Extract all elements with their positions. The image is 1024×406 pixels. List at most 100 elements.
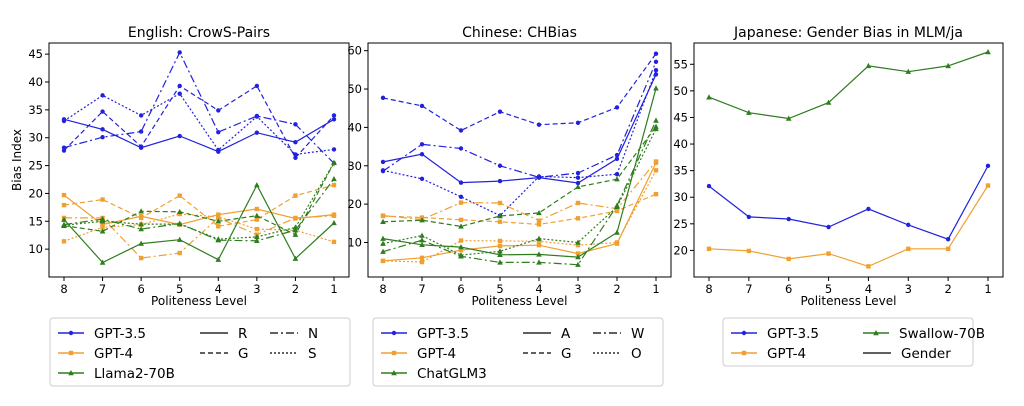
series-line [382,128,657,256]
marker-triangle [536,235,542,241]
marker-triangle [614,203,620,209]
marker-circle [216,108,221,113]
marker-circle [216,147,221,153]
marker-triangle [331,175,337,182]
series-gpt-3-5-w [380,59,659,180]
legend-entry-gpt-3-5 [58,330,84,336]
marker-circle [138,113,144,118]
series-line [63,162,335,240]
marker-triangle [138,208,144,214]
marker-triangle [138,221,144,227]
legend-label: GPT-4 [94,346,133,362]
x-tick-label: 5 [176,282,183,296]
marker-square [536,218,542,223]
y-tick-label: 40 [28,75,43,89]
marker-circle [458,194,464,200]
marker-circle [575,180,581,186]
x-tick-label: 1 [652,282,659,296]
marker-circle [391,330,397,336]
legend-box [372,317,664,387]
marker-circle [826,224,831,230]
legend-label: GPT-3.5 [767,326,819,342]
x-tick-label: 4 [865,282,872,296]
marker-square [216,214,221,220]
marker-circle [746,214,752,220]
y-tick-label: 30 [347,159,362,173]
marker-triangle [653,117,659,123]
marker-triangle [138,240,144,246]
marker-triangle [575,261,581,267]
marker-triangle [458,223,464,229]
x-tick-label: 3 [905,282,912,296]
marker-square [331,239,337,245]
marker-triangle [497,251,503,257]
marker-circle [497,163,503,168]
marker-circle [419,176,425,181]
marker-triangle [706,94,712,100]
legend-label: W [631,326,644,342]
marker-circle [216,129,221,135]
plot-frame [367,42,672,278]
marker-circle [575,120,581,125]
marker-triangle [536,209,542,216]
series-line [382,193,657,226]
legend-entry-chatglm3 [381,370,407,376]
marker-triangle [176,236,183,242]
marker-square [254,217,260,222]
marker-triangle [575,239,581,245]
series-line [64,215,335,259]
series-line [63,184,335,227]
marker-circle [653,68,659,73]
legend-label: GPT-4 [417,346,456,362]
marker-triangle [380,248,386,254]
y-tick-label: 40 [673,137,688,151]
marker-triangle [536,259,542,265]
legend-label: G [238,346,248,362]
series-swallow-70b-gender [706,49,991,121]
marker-triangle [99,228,106,234]
marker-square [419,259,425,265]
legend-label: Swallow-70B [899,326,985,342]
marker-circle [293,152,298,157]
y-tick-label: 55 [673,57,688,71]
marker-circle [419,142,425,147]
marker-square [177,211,182,217]
chart-title: English: CrowS-Pairs [128,25,270,41]
x-tick-label: 2 [944,282,951,296]
marker-square [706,246,712,252]
marker-square [653,191,659,197]
marker-circle [331,147,337,152]
y-tick-label: 45 [673,110,688,124]
series-gpt-3-5-a [380,72,659,186]
marker-square [653,159,659,164]
marker-square [614,240,620,245]
series-llama2-70b-r [61,182,337,265]
y-tick-label: 35 [28,103,43,117]
marker-square [614,208,620,214]
marker-triangle [215,256,222,262]
legend-label: GPT-3.5 [94,326,146,342]
marker-square [331,182,337,188]
marker-square [497,219,503,224]
marker-circle [138,144,144,149]
x-tick-label: 1 [984,282,991,296]
legend-label: G [561,346,571,362]
legend-label: S [308,346,317,362]
chart-title: Japanese: Gender Bias in MLM/ja [733,25,963,41]
marker-triangle [419,232,425,238]
marker-circle [419,152,425,157]
marker-triangle [653,125,659,132]
x-tick-label: 8 [705,282,712,296]
series-line [63,178,335,242]
marker-triangle [614,229,620,235]
legend-entry-gpt-4 [731,350,757,356]
marker-circle [536,122,542,127]
marker-circle [177,91,182,96]
marker-circle [380,159,386,165]
y-tick-label: 40 [347,120,362,134]
marker-triangle [653,85,659,91]
plot-frame [48,42,350,278]
marker-square [536,239,542,244]
marker-triangle [905,68,912,74]
